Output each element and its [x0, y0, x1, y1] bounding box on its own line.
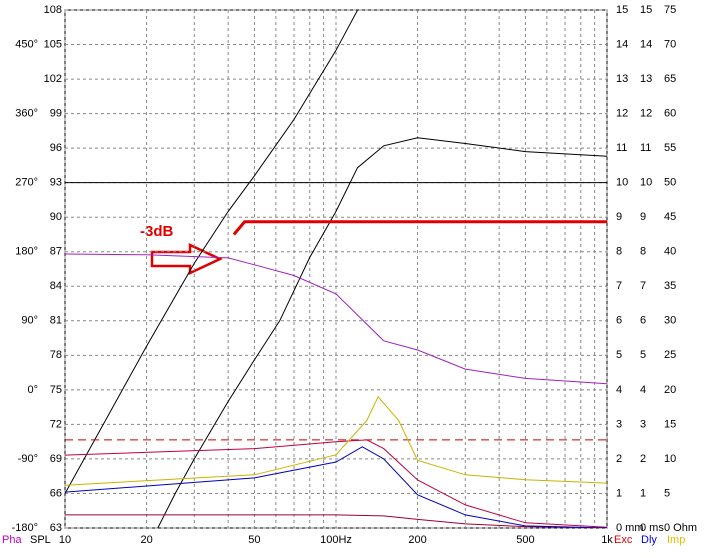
y-tick-label: 108 [44, 4, 62, 16]
y-tick-label: 66 [50, 487, 62, 499]
y4-tick-label: 11 [640, 142, 651, 154]
y-tick-label: 72 [50, 418, 62, 430]
y3-tick-label: 5 [616, 349, 622, 361]
y3-tick-label: 6 [616, 315, 622, 327]
y3-tick-label: 14 [616, 38, 628, 50]
y4-tick-label: 9 [640, 211, 646, 223]
y5-tick-label: 5 [664, 487, 670, 499]
y2-tick-label: 180° [15, 246, 38, 258]
y5-tick-label: 50 [664, 177, 676, 189]
y4-tick-label: 13 [640, 73, 652, 85]
x-tick-label: 1k [601, 534, 613, 546]
x-tick-label: 100Hz [320, 534, 352, 546]
y5-tick-label: 25 [664, 349, 676, 361]
y3-tick-label: 7 [616, 280, 622, 292]
y4-tick-label: 8 [640, 246, 646, 258]
y4-tick-label: 7 [640, 280, 646, 292]
y5-tick-label: 65 [664, 73, 676, 85]
axis-label: Exc [614, 534, 633, 546]
y4-tick-label: 10 [640, 177, 652, 189]
series-line [65, 253, 607, 385]
series-line [65, 395, 607, 486]
y2-tick-label: 270° [15, 177, 38, 189]
y4-tick-label: 15 [640, 4, 652, 16]
y2-tick-label: -180° [12, 522, 38, 534]
y-tick-label: 87 [50, 246, 62, 258]
axis-label: SPL [30, 534, 51, 546]
x-tick-label: 500 [516, 534, 534, 546]
y5-tick-label: 30 [664, 315, 676, 327]
y-tick-label: 93 [50, 177, 62, 189]
y5-tick-label: 0 Ohm [664, 522, 697, 534]
y5-tick-label: 75 [664, 4, 676, 16]
y2-tick-label: -90° [18, 453, 38, 465]
y4-tick-label: 12 [640, 108, 652, 120]
y5-tick-label: 40 [664, 246, 676, 258]
y2-tick-label: 360° [15, 108, 38, 120]
y5-tick-label: 10 [664, 453, 676, 465]
y4-tick-label: 14 [640, 38, 652, 50]
y3-tick-label: 12 [616, 108, 628, 120]
y-tick-label: 69 [50, 453, 62, 465]
y4-tick-label: 5 [640, 349, 646, 361]
y3-tick-label: 8 [616, 246, 622, 258]
y4-tick-label: 3 [640, 418, 646, 430]
axis-label: Pha [2, 534, 22, 546]
y5-tick-label: 55 [664, 142, 676, 154]
y-tick-label: 63 [50, 522, 62, 534]
y4-tick-label: 6 [640, 315, 646, 327]
series-line [65, 10, 359, 494]
x-tick-label: 200 [408, 534, 426, 546]
y3-tick-label: 1 [616, 487, 622, 499]
y-tick-label: 81 [50, 315, 62, 327]
y2-tick-label: 450° [15, 38, 38, 50]
x-tick-label: 50 [248, 534, 260, 546]
axis-label: Dly [641, 534, 657, 546]
y3-tick-label: 13 [616, 73, 628, 85]
y-tick-label: 90 [50, 211, 62, 223]
y5-tick-label: 60 [664, 108, 676, 120]
y5-tick-label: 15 [664, 418, 676, 430]
y4-tick-label: 2 [640, 453, 646, 465]
y5-tick-label: 35 [664, 280, 676, 292]
y3-tick-label: 3 [616, 418, 622, 430]
y3-tick-label: 9 [616, 211, 622, 223]
y5-tick-label: 45 [664, 211, 676, 223]
axis-label: Imp [667, 534, 685, 546]
series-line [65, 446, 607, 528]
x-tick-label: 20 [140, 534, 152, 546]
y2-tick-label: 90° [21, 315, 38, 327]
annotation: -3dB [140, 223, 174, 240]
y-tick-label: 105 [44, 38, 62, 50]
y4-tick-label: 1 [640, 487, 646, 499]
y3-tick-label: 15 [616, 4, 628, 16]
y3-tick-label: 10 [616, 177, 628, 189]
plot-area [65, 10, 607, 528]
y-tick-label: 78 [50, 349, 62, 361]
y4-tick-label: 0 ms [640, 522, 664, 534]
y3-tick-label: 11 [616, 142, 627, 154]
y5-tick-label: 70 [664, 38, 676, 50]
series-line [65, 439, 607, 528]
arrow [150, 243, 223, 275]
y2-tick-label: 0° [27, 384, 38, 396]
series-line [65, 514, 607, 528]
y-tick-label: 96 [50, 142, 62, 154]
y-tick-label: 102 [44, 73, 62, 85]
y3-tick-label: 0 mm [616, 522, 644, 534]
x-tick-label: 10 [59, 534, 71, 546]
y5-tick-label: 20 [664, 384, 676, 396]
y3-tick-label: 4 [616, 384, 622, 396]
y-tick-label: 75 [50, 384, 62, 396]
series-line [232, 220, 607, 236]
series-line [157, 137, 607, 528]
y-tick-label: 84 [50, 280, 62, 292]
y4-tick-label: 4 [640, 384, 646, 396]
y3-tick-label: 2 [616, 453, 622, 465]
y-tick-label: 99 [50, 108, 62, 120]
